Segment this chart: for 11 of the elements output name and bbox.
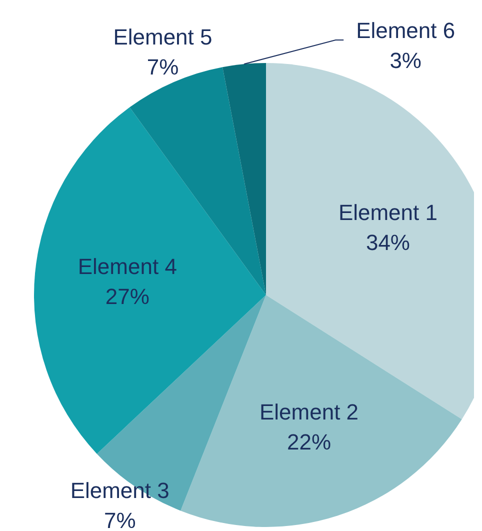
data-label: 7% [104,508,136,531]
data-label: 34% [366,230,410,255]
data-label: 22% [286,429,332,454]
data-label: 7% [146,54,179,80]
slice-label: Element 1 [338,200,438,225]
slice-label: Element 5 [113,24,212,50]
data-label: 3% [390,48,422,74]
slice-label: Element 2 [259,399,359,424]
slice-label: Element 4 [78,254,177,279]
slice-label: Element 6 [356,18,456,44]
data-label: 27% [105,284,150,309]
